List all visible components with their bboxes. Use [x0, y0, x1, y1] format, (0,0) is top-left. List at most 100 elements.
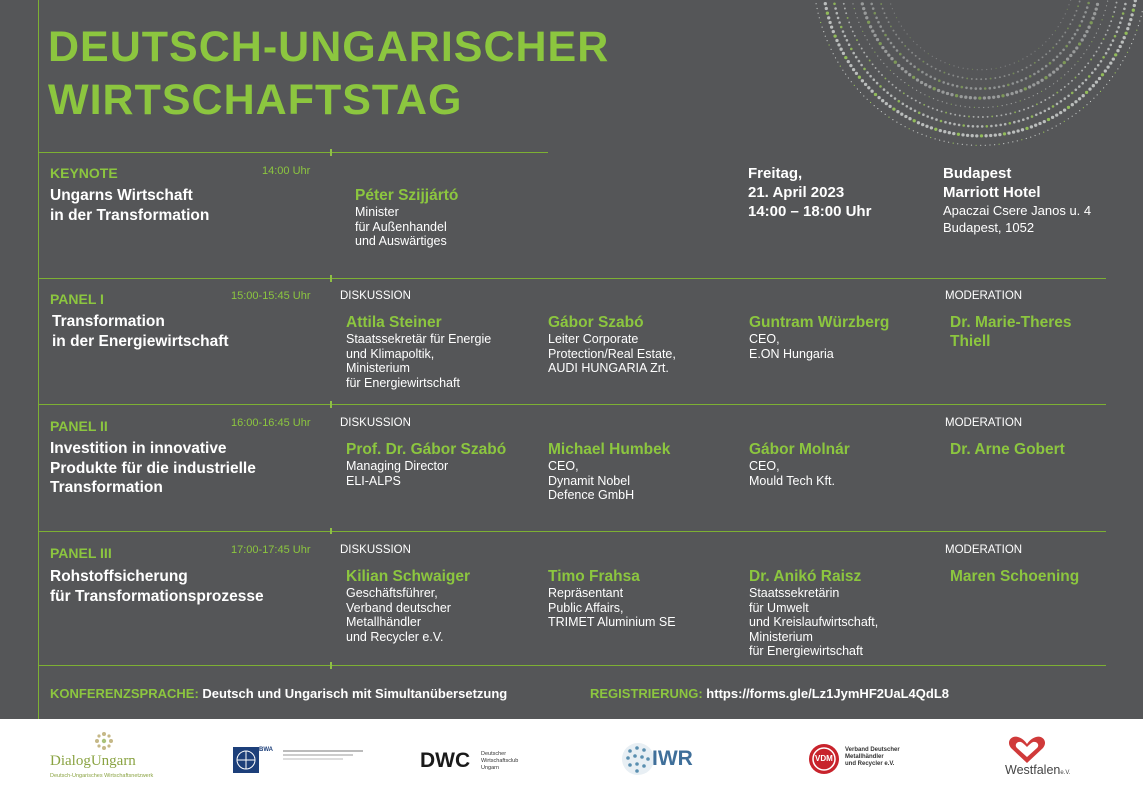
arc-dot	[1055, 102, 1059, 106]
arc-dot	[1067, 94, 1070, 98]
arc-dot	[1073, 14, 1076, 17]
dwc-name: DWC	[420, 749, 471, 772]
rule-footer-top	[38, 665, 1106, 666]
arc-dot	[962, 124, 965, 127]
arc-dot	[1038, 121, 1042, 126]
arc-dot	[935, 118, 938, 121]
arc-dot	[917, 68, 920, 71]
arc-dot	[975, 144, 977, 146]
arc-dot	[1111, 57, 1115, 61]
arc-dot	[1010, 91, 1014, 96]
speaker-desc-line: Verband deutscher	[346, 600, 451, 615]
arc-dot	[975, 134, 979, 138]
bwa-text-line	[283, 750, 363, 752]
arc-dot	[1069, 53, 1073, 58]
arc-dot	[948, 141, 950, 143]
arc-dot	[1043, 109, 1047, 113]
arc-dot	[904, 82, 906, 84]
arc-dot	[863, 82, 868, 87]
arc-dot	[883, 12, 886, 15]
speaker-desc-line: Metallhändler	[346, 615, 422, 629]
arc-dot	[1027, 85, 1032, 89]
arc-dot	[1049, 85, 1051, 88]
arc-dot	[944, 120, 947, 124]
arc-dot	[873, 33, 877, 38]
arc-dot	[1011, 130, 1016, 134]
arc-dot	[1095, 50, 1098, 53]
speaker-desc-line: AUDI HUNGARIA Zrt.	[548, 361, 669, 375]
arc-dot	[1007, 83, 1010, 87]
arc-dot	[1016, 129, 1020, 133]
rule-panel3-top	[38, 531, 1106, 532]
arc-dot	[850, 47, 853, 51]
dwc-sub-line: Ungarn	[481, 765, 500, 771]
arc-dot	[925, 135, 927, 137]
arc-dot	[948, 121, 952, 125]
arc-dot	[981, 69, 983, 71]
moderator-name-line: Dr. Marie-Theres	[950, 314, 1072, 331]
arc-dot	[1103, 14, 1105, 16]
arc-dot	[1137, 25, 1139, 27]
arc-dot	[1093, 97, 1095, 99]
arc-dot	[939, 69, 941, 72]
arc-dot	[968, 115, 970, 118]
arc-dot	[852, 51, 855, 55]
arc-dot	[1070, 91, 1074, 95]
speaker-name: Attila Steiner	[346, 314, 442, 331]
event-venue: Budapest Marriott Hotel Apaczai Csere Ja…	[943, 164, 1091, 236]
arc-dot	[852, 3, 854, 5]
speaker-name: Michael Humbek	[548, 441, 671, 458]
arc-dot	[1065, 44, 1068, 48]
arc-dot	[1042, 119, 1046, 124]
arc-dot	[967, 68, 969, 70]
arc-dot	[1026, 56, 1028, 58]
arc-dot	[953, 65, 955, 67]
arc-dot	[1103, 69, 1107, 73]
arc-dot	[908, 73, 912, 77]
arc-dot	[986, 115, 989, 118]
arc-dot	[930, 136, 932, 139]
arc-dot	[1040, 101, 1043, 104]
panel2-time: 16:00-16:45 Uhr	[231, 417, 311, 429]
arc-dot	[989, 144, 991, 146]
arc-dot	[977, 116, 980, 118]
arc-dot	[1034, 50, 1036, 52]
arc-dot	[1084, 66, 1087, 68]
arc-dot	[1025, 137, 1027, 140]
arc-dot	[1038, 133, 1040, 135]
arc-dot	[1046, 117, 1051, 122]
arc-dot	[816, 7, 818, 10]
arc-dot	[1008, 73, 1011, 76]
arc-dot	[870, 2, 873, 6]
arc-dot	[950, 93, 954, 97]
arc-dot	[854, 71, 859, 76]
arc-dot	[1091, 71, 1094, 75]
arc-dot	[912, 87, 914, 89]
arc-dot	[973, 106, 975, 108]
arc-dot	[952, 74, 955, 77]
arc-dot	[1013, 62, 1015, 64]
registration-link[interactable]: https://forms.gle/Lz1JymHF2UaL4QdL8	[706, 686, 950, 701]
arc-dot	[970, 77, 973, 80]
arc-dot	[903, 29, 905, 31]
arc-dot	[1139, 20, 1141, 22]
arc-dot	[1126, 51, 1129, 53]
vdm-emblem-icon	[809, 744, 839, 774]
speaker-desc-line: Mould Tech Kft.	[749, 473, 835, 488]
arc-dot	[1005, 113, 1007, 116]
arc-dot	[884, 101, 888, 106]
arc-dot	[1009, 64, 1011, 66]
arc-dot	[989, 133, 993, 138]
arc-dot	[1140, 15, 1142, 17]
arc-dot	[1020, 128, 1025, 132]
panel1-discussion-label: DISKUSSION	[340, 290, 411, 302]
arc-dot	[1048, 37, 1050, 39]
panel3-topic: Rohstoffsicherung für Transformationspro…	[50, 567, 264, 606]
arc-dot	[993, 133, 997, 137]
arc-dot	[916, 44, 918, 46]
arc-dot	[1132, 38, 1134, 40]
arc-dot	[1131, 8, 1135, 12]
arc-dot	[1127, 22, 1131, 26]
arc-dot	[882, 88, 886, 91]
arc-dot	[866, 98, 868, 100]
